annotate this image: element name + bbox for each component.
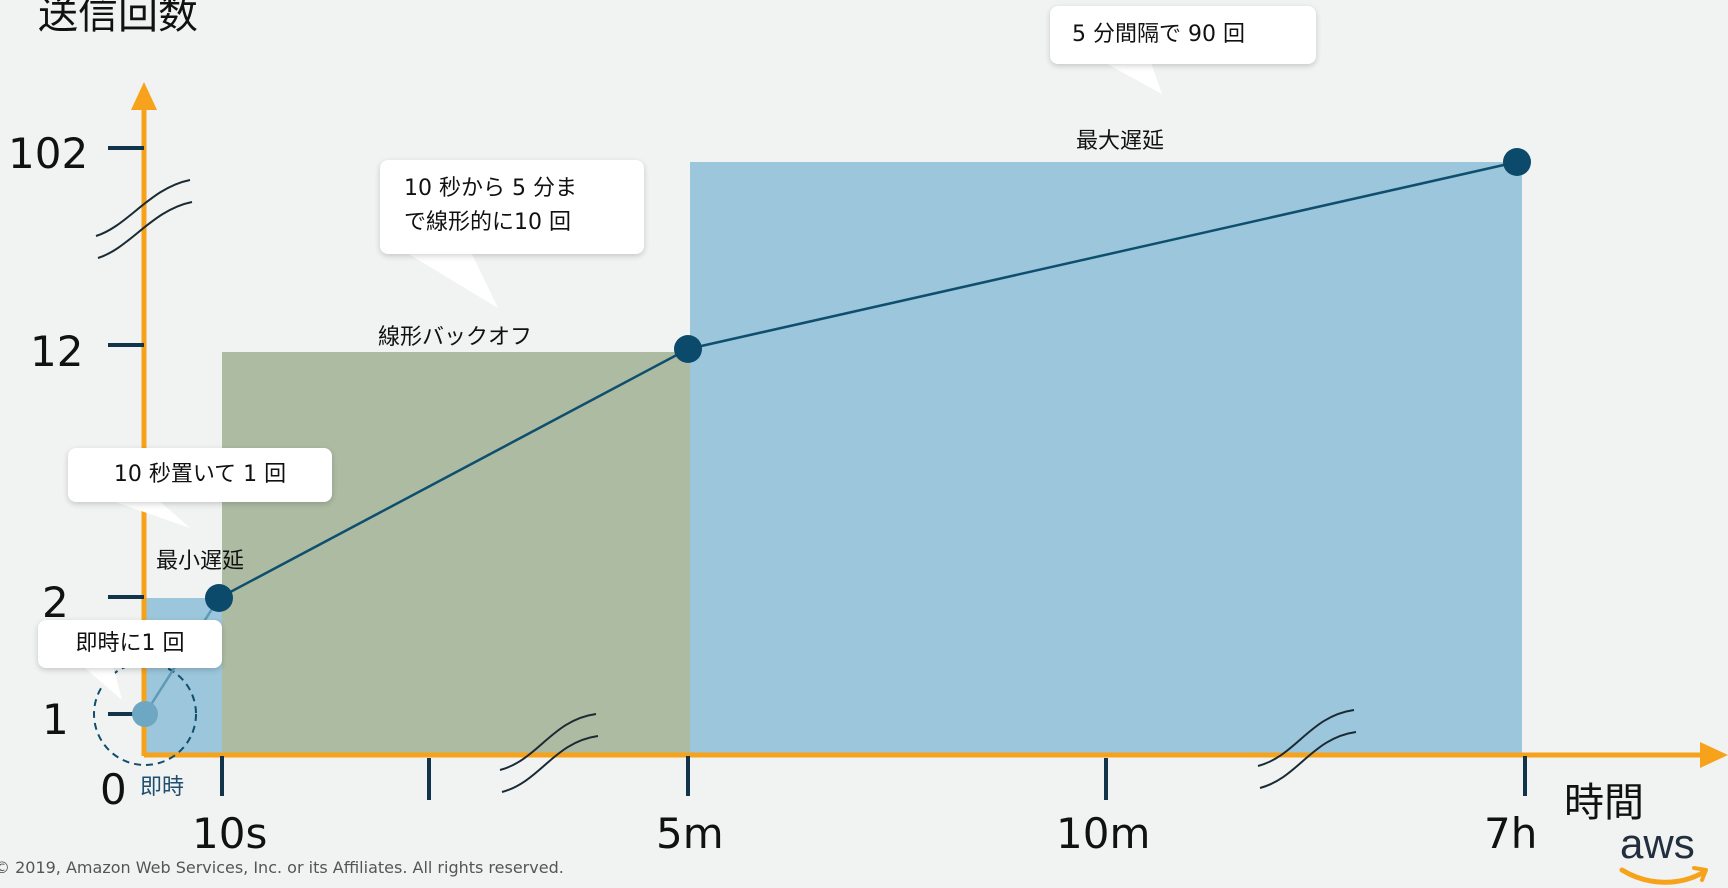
- data-point: [132, 701, 158, 727]
- y-tick-0: 0: [100, 765, 127, 814]
- immediate-highlight-circle: [93, 662, 197, 766]
- aws-smile-icon: [1619, 867, 1707, 885]
- y-tick-2: 2: [42, 578, 69, 627]
- x-axis-break-icon-1: [499, 713, 599, 793]
- data-point: [674, 335, 702, 363]
- copyright-footer: © 2019, Amazon Web Services, Inc. or its…: [0, 858, 564, 877]
- callout-ten-sec: 10 秒置いて 1 回: [68, 448, 332, 502]
- y-tick-12: 12: [30, 327, 83, 376]
- data-point: [205, 584, 233, 612]
- data-point: [1503, 148, 1531, 176]
- linear-backoff-region: [222, 352, 690, 756]
- x-origin-label: 即時: [140, 775, 184, 800]
- callout-linear-line1: 10 秒から 5 分ま: [404, 176, 577, 201]
- y-tick-1: 1: [42, 695, 69, 744]
- x-tick-5m: 5m: [656, 809, 724, 858]
- max-delay-region: [690, 162, 1522, 756]
- y-axis-break-icon: [95, 179, 193, 259]
- y-axis-arrow: [131, 82, 157, 110]
- x-tick-7h: 7h: [1484, 809, 1537, 858]
- callout-five-min-text: 5 分間隔で 90 回: [1072, 22, 1245, 47]
- x-axis-title: 時間: [1564, 780, 1644, 826]
- callout-ten-sec-pointer: [104, 498, 190, 528]
- aws-logo-text: aws: [1620, 824, 1695, 867]
- x-tick-10s: 10s: [192, 809, 267, 858]
- x-tick-10m: 10m: [1056, 809, 1150, 858]
- callout-five-min: 5 分間隔で 90 回: [1050, 6, 1316, 64]
- min-delay-label: 最小遅延: [156, 549, 244, 574]
- retry-series: [132, 148, 1531, 727]
- series-segment: [218, 347, 689, 600]
- callout-ten-sec-text: 10 秒置いて 1 回: [113, 462, 287, 487]
- callout-immediate-text: 即時に1 回: [75, 631, 185, 656]
- y-axis-title: 送信回数: [38, 0, 198, 38]
- x-axis-arrow: [1700, 742, 1728, 768]
- max-delay-label: 最大遅延: [1076, 129, 1164, 154]
- callout-linear-line2: で線形的に10 回: [404, 210, 571, 235]
- x-axis-break-icon-2: [1257, 709, 1357, 789]
- series-segment: [687, 160, 1518, 351]
- callout-linear: 10 秒から 5 分ま で線形的に10 回: [380, 160, 644, 254]
- x-ticks: [220, 756, 1527, 800]
- callout-linear-pointer: [402, 250, 498, 308]
- callout-immediate: 即時に1 回: [38, 620, 222, 668]
- callout-five-min-pointer: [1100, 60, 1162, 94]
- callout-immediate-pointer: [78, 662, 122, 700]
- linear-backoff-label: 線形バックオフ: [378, 325, 532, 350]
- aws-logo: aws: [1619, 824, 1708, 885]
- y-tick-102: 102: [8, 129, 88, 178]
